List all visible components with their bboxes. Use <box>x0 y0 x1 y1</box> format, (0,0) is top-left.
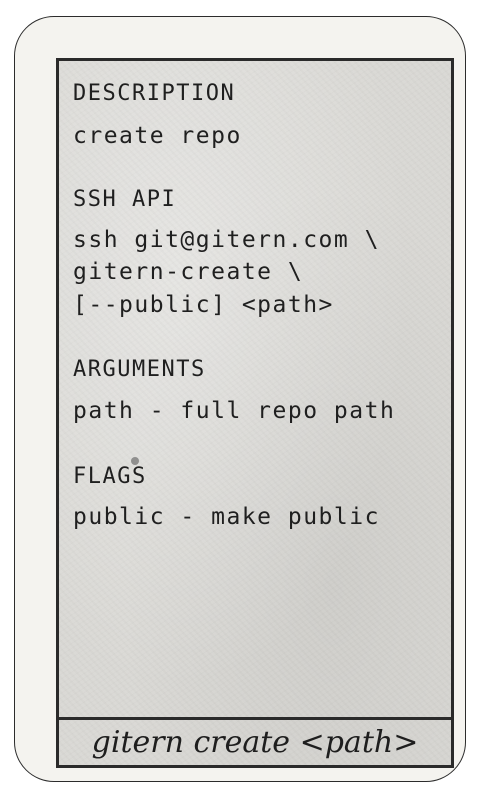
card-title: gitern create <path> <box>91 725 419 760</box>
ssh-api-line-2: gitern-create \ <box>73 259 304 285</box>
footer-divider <box>59 717 451 720</box>
arguments-text: path - full repo path <box>73 398 396 424</box>
ssh-api-line-3: [--public] <path> <box>73 292 334 318</box>
description-text: create repo <box>73 123 242 149</box>
ssh-api-line-1: ssh git@gitern.com \ <box>73 227 380 253</box>
description-heading: DESCRIPTION <box>73 81 236 106</box>
flags-heading: FLAGS <box>73 464 147 489</box>
arguments-heading: ARGUMENTS <box>73 357 206 382</box>
flags-text: public - make public <box>73 504 380 530</box>
command-card: DESCRIPTION create repo SSH API ssh git@… <box>14 16 466 782</box>
ssh-api-heading: SSH API <box>73 187 177 212</box>
card-frame: DESCRIPTION create repo SSH API ssh git@… <box>56 58 454 768</box>
paper-speck <box>131 457 139 465</box>
